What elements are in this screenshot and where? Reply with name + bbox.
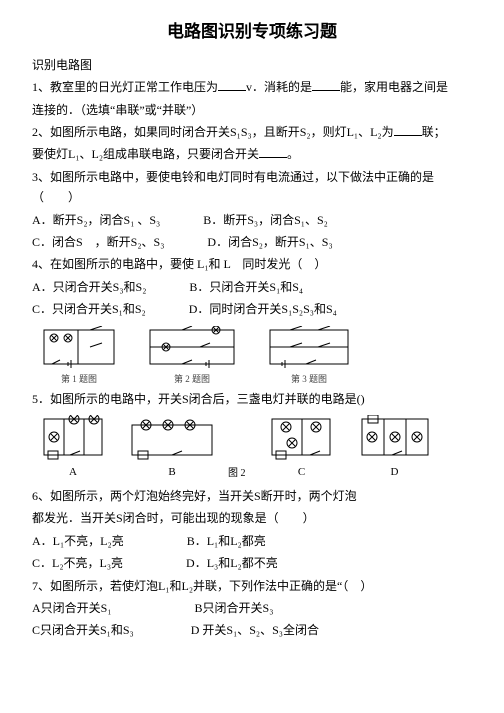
q3-options-cd: C．闭合S ，断开S₂、S₃ D．闭合S₂，断开S₁、S₃ (32, 232, 472, 252)
q6-opt-b: B．L₁和L₂都亮 (187, 531, 266, 551)
q6-opt-d: D．L₃和L₂都不亮 (186, 553, 278, 573)
question-6-line1: 6、如图所示，两个灯泡始终完好，当开关S断开时，两个灯泡 (32, 486, 472, 506)
q4-options-cd: C．只闭合开关S₁和S₂ D．同时闭合开关S₁S₂S₃和S₄ (32, 299, 472, 319)
diagram-row-2: A B 图 2 C (40, 415, 472, 482)
blank (394, 124, 422, 136)
q2-text-d: 。 (287, 147, 299, 161)
question-5: 5．如图所示的电路中，开关S闭合后，三盏电灯并联的电路是() (32, 389, 472, 409)
question-3: 3、如图所示电路中，要使电铃和电灯同时有电流通过，以下做法中正确的是（ ） (32, 167, 472, 208)
blank (312, 79, 340, 91)
question-2-cont: 要使灯L₁、L₂组成串联电路，只要闭合开关 。 (32, 144, 472, 164)
diagram-2: 第 2 题图 (146, 326, 238, 387)
diagram-5d: D (358, 415, 432, 482)
question-7: 7、如图所示，若使灯泡L₁和L₂并联，下列作法中正确的是“（ ） (32, 576, 472, 596)
q6-opt-c: C．L₂不亮，L₃亮 (32, 553, 123, 573)
q2-text-c: 要使灯L₁、L₂组成串联电路，只要闭合开关 (32, 147, 259, 161)
q7-opt-d: D 开关S₁、S₂、S₃全闭合 (191, 620, 319, 640)
circuit-1-svg (40, 326, 118, 370)
label-a: A (69, 463, 77, 482)
q2-text-b: 联； (422, 125, 446, 139)
diagram-row-1: 第 1 题图 第 2 题图 (40, 326, 472, 387)
q7-opt-a: A只闭合开关S₁ (32, 598, 112, 618)
circuit-5d-svg (358, 415, 432, 461)
diagram-1-caption: 第 1 题图 (61, 372, 97, 387)
q3-opt-a: A．断开S₂，闭合S₁ 、S₃ (32, 210, 160, 230)
q4-opt-d: D．同时闭合开关S₁S₂S₃和S₄ (189, 299, 337, 319)
q3-options-ab: A．断开S₂，闭合S₁ 、S₃ B．断开S₃，闭合S₁、S₂ (32, 210, 472, 230)
q1-text-b: v．消耗的是 (246, 80, 312, 94)
diagram-1: 第 1 题图 (40, 326, 118, 387)
q3-opt-d: D．闭合S₂，断开S₁、S₃ (207, 232, 332, 252)
q3-opt-c: C．闭合S ，断开S₂、S₃ (32, 232, 164, 252)
q7-options-cd: C只闭合开关S₁和S₃ D 开关S₁、S₂、S₃全闭合 (32, 620, 472, 640)
circuit-2-svg (146, 326, 238, 370)
question-1-cont: 连接的．（选填“串联”或“并联”） (32, 100, 472, 120)
page-title: 电路图识别专项练习题 (32, 18, 472, 47)
blank (218, 79, 246, 91)
q7-opt-c: C只闭合开关S₁和S₃ (32, 620, 134, 640)
q4-options-ab: A．只闭合开关S₃和S₂ B．只闭合开关S₁和S₄ (32, 277, 472, 297)
q1-text-a: 1、教室里的日光灯正常工作电压为 (32, 80, 218, 94)
question-6-line2: 都发光．当开关S闭合时，可能出现的现象是（ ） (32, 508, 472, 528)
q4-opt-b: B．只闭合开关S₁和S₄ (189, 277, 303, 297)
q2-text-a: 2、如图所示电路，如果同时闭合开关S₁S₃，且断开S₂，则灯L₁、L₂为 (32, 125, 394, 139)
diagram-3: 第 3 题图 (266, 326, 352, 387)
diagram-5c: C (268, 415, 336, 482)
circuit-5c-svg (268, 415, 336, 461)
q7-opt-b: B只闭合开关S₃ (195, 598, 274, 618)
fig2-label: 图 2 (228, 465, 246, 482)
circuit-3-svg (266, 326, 352, 370)
section-label: 识别电路图 (32, 55, 472, 75)
diagram-2-caption: 第 2 题图 (174, 372, 210, 387)
q6-options-ab: A．L₁不亮，L₂亮 B．L₁和L₂都亮 (32, 531, 472, 551)
label-d: D (391, 463, 399, 482)
circuit-5b-svg (128, 415, 216, 461)
q3-opt-b: B．断开S₃，闭合S₁、S₂ (203, 210, 328, 230)
diagram-5b: B (128, 415, 216, 482)
circuit-5a-svg (40, 415, 106, 461)
label-c: C (298, 463, 305, 482)
question-4: 4、在如图所示的电路中，要使 L₁和 L 同时发光（ ） (32, 254, 472, 274)
question-2: 2、如图所示电路，如果同时闭合开关S₁S₃，且断开S₂，则灯L₁、L₂为 联； (32, 122, 472, 142)
q4-opt-a: A．只闭合开关S₃和S₂ (32, 277, 146, 297)
q6-options-cd: C．L₂不亮，L₃亮 D．L₃和L₂都不亮 (32, 553, 472, 573)
question-1: 1、教室里的日光灯正常工作电压为 v．消耗的是 能，家用电器之间是 (32, 77, 472, 97)
q7-options-ab: A只闭合开关S₁ B只闭合开关S₃ (32, 598, 472, 618)
q1-text-c: 能，家用电器之间是 (340, 80, 448, 94)
blank (259, 146, 287, 158)
q6-opt-a: A．L₁不亮，L₂亮 (32, 531, 124, 551)
label-b: B (168, 463, 175, 482)
q4-opt-c: C．只闭合开关S₁和S₂ (32, 299, 146, 319)
diagram-3-caption: 第 3 题图 (291, 372, 327, 387)
diagram-5a: A (40, 415, 106, 482)
